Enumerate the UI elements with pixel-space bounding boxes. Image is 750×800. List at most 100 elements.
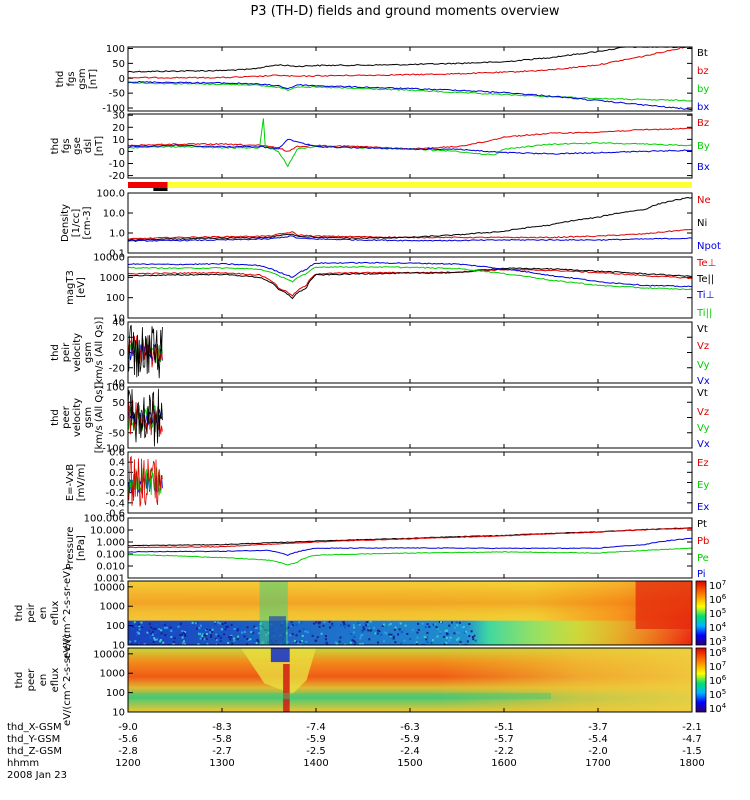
spectro-pixel <box>376 632 379 635</box>
noise-series-Vt <box>128 388 163 447</box>
spectro-pixel <box>457 631 460 634</box>
spectro-pixel <box>201 634 204 637</box>
panel-frame <box>127 321 693 384</box>
spectro-pixel <box>293 639 296 642</box>
ylabel-line: eflux <box>50 601 61 626</box>
spectro-pixel <box>417 622 420 625</box>
legend-entry-Vz: Vz <box>697 407 709 418</box>
spectro-pixel <box>466 640 469 643</box>
ylabel-line: [1/cc] <box>71 209 82 238</box>
spectro-pixel <box>369 620 372 623</box>
spectro-pixel <box>361 630 364 633</box>
spectro-pixel <box>459 640 462 643</box>
spectro-pixel <box>181 630 184 633</box>
spectro-frame <box>127 580 693 646</box>
spectro-pixel <box>461 626 464 629</box>
colorbar-tick: 107 <box>709 579 726 592</box>
spectro-pixel <box>361 642 364 645</box>
spectro-pixel <box>352 624 355 627</box>
series-line-Pt <box>128 527 692 547</box>
spectro-pixel <box>138 628 141 631</box>
spectro-pixel <box>406 632 409 635</box>
spectro-pixel <box>344 643 347 645</box>
spectro-spike <box>283 664 290 712</box>
spectro-pixel <box>473 634 476 637</box>
legend-entry-Vy: Vy <box>697 360 710 371</box>
ytick-label: 0.6 <box>109 448 125 459</box>
spectro-pixel <box>374 632 377 635</box>
ylabel-line: [km/s (All Qs)] <box>94 317 105 389</box>
spectro-pixel <box>149 636 152 639</box>
spectro-pixel <box>164 634 167 637</box>
spectro-pixel <box>303 628 306 631</box>
series-line-Ti|| <box>128 265 692 291</box>
spectro-pixel <box>393 628 396 631</box>
spectro-pixel <box>146 631 149 634</box>
ephemeris-footer: thd_X-GSM thd_Y-GSM thd_Z-GSM hhmm 2008 … <box>7 708 705 781</box>
series-line-Bx <box>128 138 692 155</box>
ytick-label: -50 <box>109 89 125 100</box>
ylabel-line: [km/s (All Qs)] <box>94 382 105 454</box>
spectro-pixel <box>359 637 362 640</box>
spectro-pixel <box>353 626 356 629</box>
footer-value: -5.4 <box>588 734 608 745</box>
spectro-pixel <box>448 639 451 642</box>
ytick-label: 0 <box>119 413 125 424</box>
spectro-pixel <box>445 636 448 639</box>
spectro-pixel <box>322 624 325 627</box>
spectro-pixel <box>369 629 372 632</box>
spectro-pixel <box>291 624 294 627</box>
spectro-pixel <box>200 643 203 645</box>
panel-frame <box>127 256 693 319</box>
spectro-pixel <box>430 642 433 645</box>
spectro-pixel <box>249 638 252 641</box>
spectro-pixel <box>320 632 323 635</box>
spectro-pixel <box>194 622 197 625</box>
spectro-pixel <box>338 640 341 643</box>
spectro-pixel <box>252 631 255 634</box>
spectro-pixel <box>161 626 164 629</box>
spectro-pixel <box>198 627 201 630</box>
footer-value: -2.5 <box>306 746 326 757</box>
ytick-label: -40 <box>109 379 125 390</box>
spectro-pixel <box>343 626 346 629</box>
spectro-pixel <box>373 626 376 629</box>
spectro-pixel <box>219 639 222 642</box>
series-line-Npot <box>128 235 692 242</box>
spectro-pixel <box>224 622 227 625</box>
spectro-pixel <box>299 642 302 645</box>
series-line-Te|| <box>128 267 692 300</box>
colorbar-tick: 106 <box>709 674 727 687</box>
spectro-pixel <box>436 635 439 638</box>
ylabel-line: magT3 <box>65 270 76 305</box>
spectro-pixel <box>358 623 361 626</box>
spectro-pixel <box>136 634 139 637</box>
spectro-pixel <box>203 633 206 636</box>
ytick-label: 1000 <box>100 602 125 613</box>
spectro-pixel <box>205 633 208 636</box>
spectro-pixel <box>163 624 166 627</box>
legend-entry-Pe: Pe <box>697 553 709 564</box>
footer-value: 1400 <box>303 758 328 769</box>
series-line-By <box>128 118 692 168</box>
spectro-pixel <box>208 628 211 631</box>
footer-row-label-time: hhmm <box>7 758 39 769</box>
spectro-pixel <box>172 643 175 645</box>
spectro-pixel <box>188 621 191 624</box>
status-bar-red <box>128 182 168 188</box>
colorbar-tick: 108 <box>709 646 726 659</box>
spectro-pixel <box>217 621 220 624</box>
spectro-pixel <box>357 622 360 625</box>
spectro-pixel <box>397 633 400 636</box>
spectro-pixel <box>443 635 446 638</box>
ytick-label: -20 <box>109 171 125 182</box>
footer-value: -2.7 <box>212 746 232 757</box>
spectro-pixel <box>214 622 217 625</box>
spectro-pixel <box>377 629 380 632</box>
spectro-pixel <box>210 636 213 639</box>
colorbar-tick: 107 <box>709 660 726 673</box>
spectro-pixel <box>468 635 471 638</box>
spectro-pixel <box>403 639 406 642</box>
spectro-pixel <box>230 635 233 638</box>
spectro-pixel <box>304 630 307 633</box>
